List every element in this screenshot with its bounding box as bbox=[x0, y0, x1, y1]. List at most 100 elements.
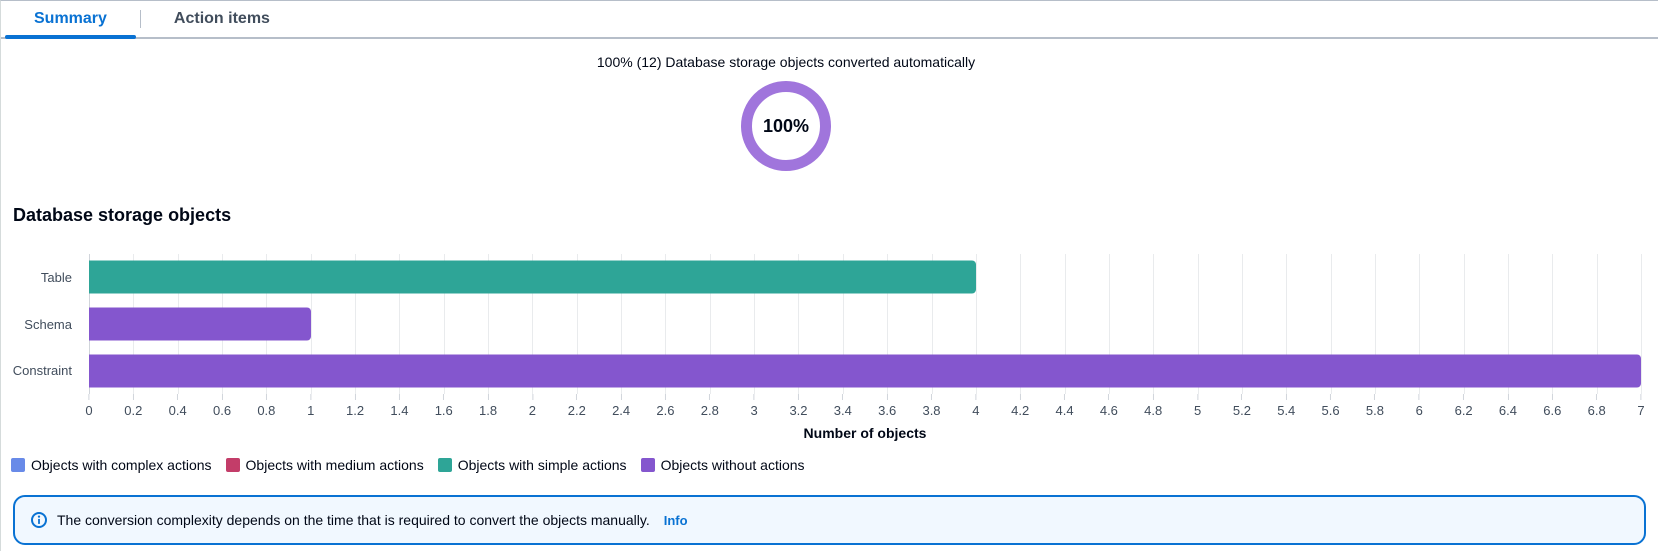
x-tick: 1.8 bbox=[479, 394, 497, 418]
category-label-schema: Schema bbox=[24, 316, 72, 332]
gridline bbox=[665, 254, 667, 394]
bar-table[interactable] bbox=[89, 260, 976, 294]
x-tick-label: 2.2 bbox=[567, 403, 586, 418]
x-tick: 0 bbox=[85, 394, 93, 418]
legend-item[interactable]: Objects with complex actions bbox=[11, 457, 212, 473]
x-tick: 1.2 bbox=[346, 394, 364, 418]
gridline bbox=[709, 254, 711, 394]
tab-summary-label: Summary bbox=[34, 10, 107, 27]
x-tick-label: 4.2 bbox=[1011, 403, 1030, 418]
x-tick-label: 0.2 bbox=[124, 403, 143, 418]
x-tick-label: 0 bbox=[85, 403, 93, 418]
x-tick: 5.8 bbox=[1366, 394, 1384, 418]
x-tick-label: 0.6 bbox=[212, 403, 232, 418]
x-tick: 4.2 bbox=[1011, 394, 1029, 418]
x-tick-mark bbox=[1241, 394, 1243, 400]
x-tick: 0.2 bbox=[124, 394, 142, 418]
gridline bbox=[1286, 254, 1288, 394]
gridline bbox=[1507, 254, 1509, 394]
legend-label: Objects with medium actions bbox=[245, 457, 424, 473]
x-tick-mark bbox=[797, 394, 799, 400]
gridline bbox=[1153, 254, 1155, 394]
gridline bbox=[1020, 254, 1022, 394]
bar-constraint[interactable] bbox=[89, 354, 1641, 388]
legend-label: Objects without actions bbox=[660, 457, 805, 473]
x-tick-mark bbox=[88, 394, 90, 400]
info-link[interactable]: Info bbox=[663, 512, 688, 528]
gridline bbox=[488, 254, 490, 394]
x-tick: 4.8 bbox=[1144, 394, 1162, 418]
x-tick-mark bbox=[1330, 394, 1332, 400]
x-tick-label: 4.8 bbox=[1144, 403, 1163, 418]
x-tick-mark bbox=[1507, 394, 1509, 400]
legend-swatch bbox=[11, 458, 25, 472]
donut-chart: 100% bbox=[741, 81, 831, 171]
legend-item[interactable]: Objects with medium actions bbox=[225, 457, 424, 473]
x-tick-label: 2 bbox=[528, 403, 537, 418]
gridline bbox=[754, 254, 756, 394]
legend-item[interactable]: Objects without actions bbox=[640, 457, 805, 473]
bar-chart: Table Schema Constraint 0 0.2 0.4 0.6 0.8 1 1.2 1… bbox=[1, 254, 1658, 454]
x-tick: 3.4 bbox=[834, 394, 852, 418]
gridline bbox=[443, 254, 445, 394]
legend-swatch bbox=[225, 458, 240, 472]
gridline bbox=[1197, 254, 1199, 394]
gridline bbox=[532, 254, 534, 394]
x-tick-label: 0.4 bbox=[168, 403, 187, 418]
tab-action-items[interactable]: Action items bbox=[141, 1, 303, 37]
tab-summary[interactable]: Summary bbox=[1, 1, 140, 39]
x-tick: 2.4 bbox=[612, 394, 630, 418]
x-tick: 5.6 bbox=[1322, 394, 1340, 418]
x-tick-mark bbox=[531, 394, 533, 400]
category-labels: Table Schema Constraint bbox=[1, 254, 81, 394]
x-tick: 6.8 bbox=[1588, 394, 1606, 418]
x-axis-ticks: 0 0.2 0.4 0.6 0.8 1 1.2 1.4 1.6 1.8 2 2.2 2.4 2.6 2.8 3… bbox=[85, 394, 1645, 420]
gridline bbox=[355, 254, 357, 394]
bar-schema[interactable] bbox=[89, 307, 311, 341]
donut-caption: 100% (12) Database storage objects conve… bbox=[596, 54, 976, 70]
x-tick: 3.6 bbox=[878, 394, 896, 418]
x-tick-mark bbox=[354, 394, 356, 400]
category-label-constraint: Constraint bbox=[12, 363, 72, 379]
x-tick-mark bbox=[221, 394, 223, 400]
x-tick-mark bbox=[1285, 394, 1287, 400]
gridline bbox=[576, 254, 578, 394]
x-tick-mark bbox=[576, 394, 578, 400]
x-tick-mark bbox=[443, 394, 445, 400]
legend-item[interactable]: Objects with simple actions bbox=[437, 457, 627, 473]
gridline bbox=[1596, 254, 1598, 394]
x-tick-mark bbox=[1108, 394, 1110, 400]
x-tick: 6.6 bbox=[1543, 394, 1561, 418]
tab-divider bbox=[139, 10, 141, 28]
legend-swatch bbox=[640, 458, 655, 472]
x-tick: 4 bbox=[972, 394, 979, 418]
x-tick-label: 1.6 bbox=[434, 403, 453, 418]
x-tick-mark bbox=[753, 394, 755, 400]
x-tick: 4.4 bbox=[1055, 394, 1074, 418]
donut-ring-segment[interactable] bbox=[741, 81, 831, 171]
x-tick-label: 5.2 bbox=[1232, 403, 1251, 418]
x-tick-label: 1.8 bbox=[479, 403, 498, 418]
x-tick-label: 3 bbox=[750, 403, 758, 418]
x-tick-label: 6 bbox=[1415, 403, 1423, 418]
x-tick-mark bbox=[1463, 394, 1465, 400]
chart-legend: Objects with complex actions Objects with… bbox=[11, 457, 805, 473]
x-tick-mark bbox=[1640, 394, 1642, 400]
plot-area bbox=[89, 254, 1642, 394]
x-tick-mark bbox=[1596, 394, 1598, 400]
x-tick: 0.6 bbox=[213, 394, 231, 418]
legend-label: Objects with complex actions bbox=[31, 457, 212, 473]
x-tick: 3 bbox=[751, 394, 758, 418]
x-tick-mark bbox=[842, 394, 844, 400]
x-tick-label: 6.2 bbox=[1454, 403, 1473, 418]
bar-row-table bbox=[89, 254, 1641, 301]
bar-row-constraint bbox=[89, 347, 1641, 394]
gridline bbox=[931, 254, 933, 394]
gridline bbox=[1330, 254, 1332, 394]
x-tick: 1.4 bbox=[390, 394, 408, 418]
x-tick-label: 3.6 bbox=[878, 403, 897, 418]
x-tick-label: 6.4 bbox=[1498, 403, 1518, 418]
legend-swatch bbox=[437, 458, 452, 472]
x-tick: 2.8 bbox=[701, 394, 719, 418]
